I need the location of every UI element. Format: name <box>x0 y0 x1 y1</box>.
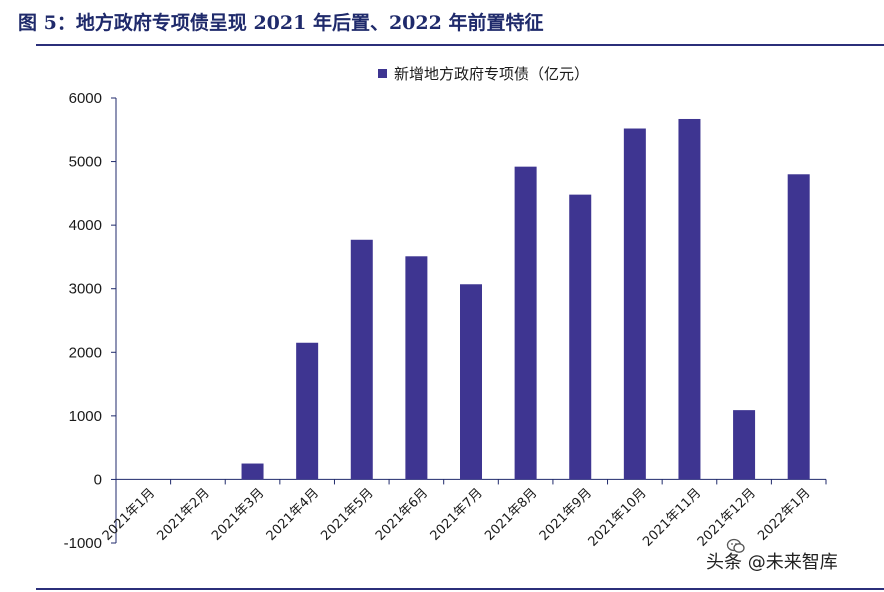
bar <box>405 256 428 480</box>
x-tick-label: 2021年1月 <box>100 486 158 544</box>
x-tick-label: 2021年2月 <box>155 486 213 544</box>
y-tick-label: 2000 <box>69 344 102 361</box>
y-tick-label: 6000 <box>69 90 102 107</box>
legend-label: 新增地方政府专项债（亿元） <box>394 65 589 83</box>
x-tick-label: 2022年1月 <box>755 486 813 544</box>
bar <box>678 118 701 480</box>
x-tick-label: 2021年9月 <box>537 486 595 544</box>
x-tick-label: 2021年4月 <box>264 486 322 544</box>
x-tick-label: 2021年5月 <box>318 486 376 544</box>
x-tick-label: 2021年8月 <box>482 486 540 544</box>
bar <box>296 342 319 480</box>
bottom-divider <box>36 588 884 590</box>
bar <box>733 410 756 480</box>
bar <box>514 166 537 480</box>
y-tick-label: -1000 <box>64 535 102 552</box>
y-tick-label: 0 <box>94 471 102 488</box>
bar <box>350 239 373 480</box>
x-tick-label: 2021年6月 <box>373 486 431 544</box>
y-tick-label: 3000 <box>69 281 102 298</box>
bar <box>623 128 646 480</box>
x-tick-label: 2021年7月 <box>428 486 486 544</box>
legend-swatch <box>378 69 387 78</box>
top-divider <box>36 44 884 46</box>
bar <box>787 174 810 480</box>
watermark: 头条 @未来智库 <box>706 552 838 573</box>
bar <box>241 463 264 480</box>
x-tick-label: 2021年3月 <box>209 486 267 544</box>
y-tick-label: 5000 <box>69 154 102 171</box>
bar <box>569 194 592 480</box>
y-tick-label: 4000 <box>69 217 102 234</box>
figure-title: 图 5：地方政府专项债呈现 2021 年后置、2022 年前置特征 <box>18 12 544 34</box>
bar <box>460 284 482 480</box>
y-tick-label: 1000 <box>69 408 102 425</box>
wechat-like-icon <box>726 538 745 553</box>
